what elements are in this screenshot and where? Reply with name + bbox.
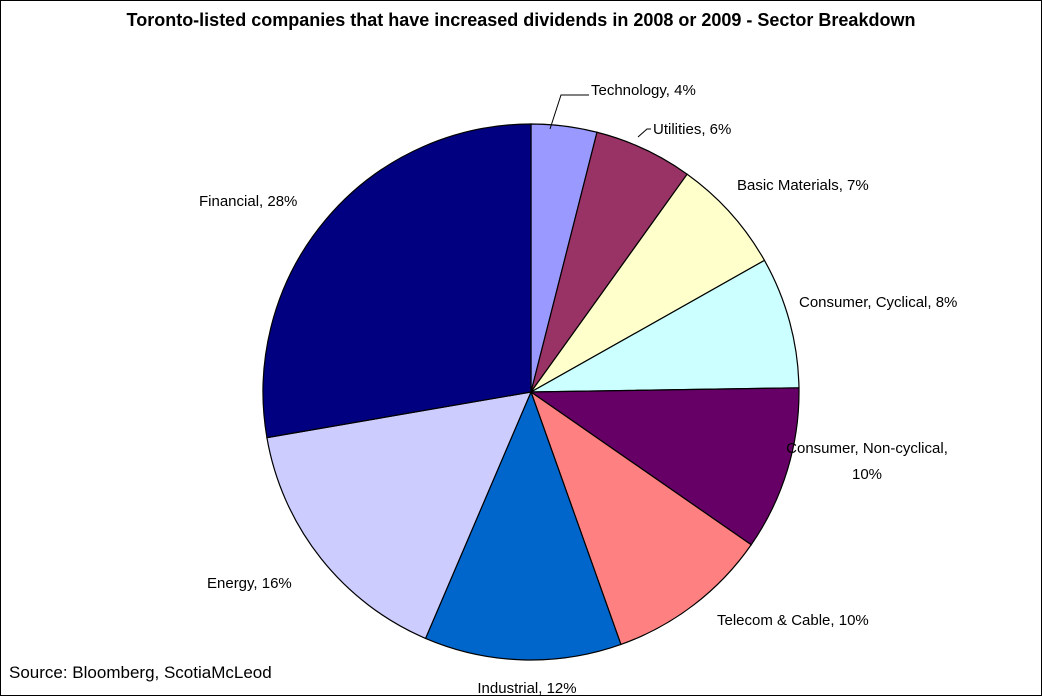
slice-label: Financial, 28% — [199, 193, 297, 210]
slice-label: Consumer, Cyclical, 8% — [799, 294, 957, 311]
leader-line — [549, 94, 589, 130]
pie-slice-consumer-cyclical — [530, 259, 800, 393]
leader-lines — [549, 94, 651, 138]
pie-slice-financial — [262, 123, 532, 439]
slice-label: Basic Materials, 7% — [737, 177, 869, 194]
slice-labels: Technology, 4% Utilities, 6% Basic Materia… — [199, 82, 957, 695]
pie-slice-industrial — [424, 390, 622, 661]
leader-line — [637, 128, 651, 138]
pie-slices — [262, 123, 800, 661]
pie-slice-consumer-non-cyclical — [529, 387, 800, 546]
slice-label: Energy, 16% — [207, 575, 292, 592]
slice-label: Consumer, Non-cyclical, 10% — [786, 440, 948, 483]
slice-label: Technology, 4% — [591, 82, 696, 99]
slice-label: Telecom & Cable, 10% — [717, 612, 869, 629]
slice-label: Industrial, 12% — [477, 680, 576, 695]
source-note: Source: Bloomberg, ScotiaMcLeod — [9, 663, 272, 682]
slice-label: Utilities, 6% — [653, 121, 731, 138]
chart-title: Toronto-listed companies that have incre… — [127, 10, 916, 30]
pie-slice-telecom-cable — [529, 390, 753, 646]
pie-slice-basic-materials — [530, 173, 766, 393]
pie-slice-energy — [266, 391, 532, 640]
